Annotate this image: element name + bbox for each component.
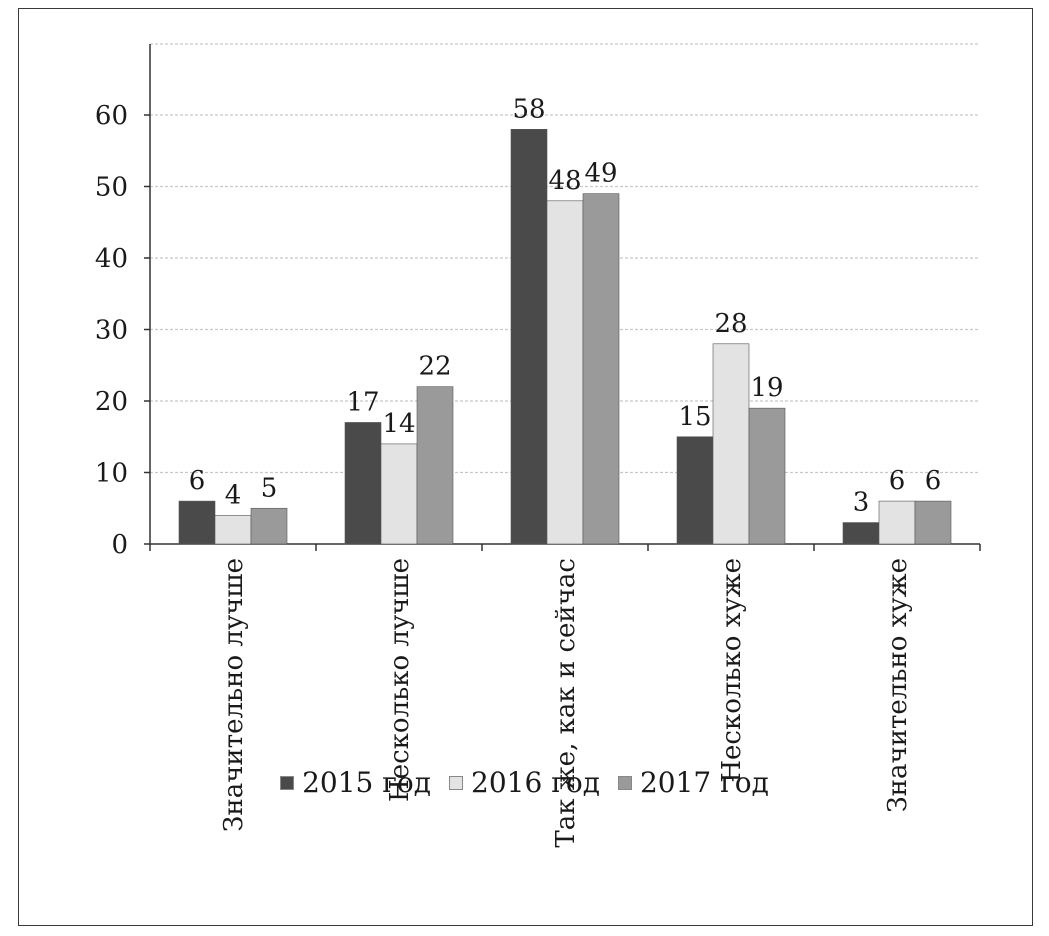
- bar-3-2015-год: [510, 129, 548, 545]
- data-label-3-2016-год: 48: [548, 166, 581, 196]
- data-label-5-2015-год: 3: [853, 488, 870, 518]
- legend-swatch-2015: [280, 775, 295, 790]
- legend-item-2015: 2015 год: [280, 766, 431, 799]
- bar-5-2015-год: [842, 522, 880, 545]
- data-label-1-2015-год: 6: [189, 466, 206, 496]
- bar-4-2016-год: [712, 343, 750, 545]
- data-label-3-2015-год: 58: [512, 94, 545, 124]
- chart-legend: 2015 год 2016 год 2017 год: [0, 766, 1049, 799]
- y-tick-label-30: 30: [95, 316, 128, 346]
- data-label-1-2016-год: 4: [225, 480, 242, 510]
- legend-swatch-2017: [617, 775, 632, 790]
- legend-swatch-2016: [449, 775, 464, 790]
- data-label-4-2016-год: 28: [714, 309, 747, 339]
- category-label-4: Несколько хуже: [717, 558, 747, 783]
- bar-2-2016-год: [380, 443, 418, 545]
- bar-5-2016-год: [878, 500, 916, 545]
- y-tick-label-0: 0: [111, 530, 128, 560]
- bar-1-2016-год: [214, 515, 252, 545]
- y-tick-label-40: 40: [95, 244, 128, 274]
- category-label-2: Несколько лучше: [385, 558, 415, 802]
- y-tick-label-20: 20: [95, 387, 128, 417]
- data-label-1-2017-год: 5: [261, 473, 278, 503]
- y-tick-label-60: 60: [95, 101, 128, 131]
- data-label-4-2017-год: 19: [750, 373, 783, 403]
- data-label-2-2017-год: 22: [418, 352, 451, 382]
- y-tick-label-50: 50: [95, 173, 128, 203]
- legend-label-2016: 2016 год: [471, 766, 600, 799]
- data-label-5-2017-год: 6: [925, 466, 942, 496]
- bar-2-2017-год: [416, 386, 454, 545]
- bar-4-2017-год: [748, 407, 786, 545]
- y-tick-label-10: 10: [95, 459, 128, 489]
- data-label-3-2017-год: 49: [584, 159, 617, 189]
- legend-label-2017: 2017 год: [639, 766, 769, 799]
- bar-3-2016-год: [546, 200, 584, 545]
- legend-item-2017: 2017 год: [617, 766, 769, 799]
- bar-4-2015-год: [676, 436, 714, 545]
- category-label-1: Значительно лучше: [219, 558, 249, 832]
- category-label-3: Так же, как и сейчас: [551, 558, 581, 848]
- data-label-5-2016-год: 6: [889, 466, 906, 496]
- data-label-2-2015-год: 17: [346, 387, 379, 417]
- data-label-4-2015-год: 15: [678, 402, 711, 432]
- data-label-2-2016-год: 14: [382, 409, 415, 439]
- bar-2-2015-год: [344, 422, 382, 545]
- bar-5-2017-год: [914, 500, 952, 545]
- bar-1-2015-год: [178, 500, 216, 545]
- legend-label-2015: 2015 год: [302, 766, 432, 799]
- bar-1-2017-год: [250, 507, 288, 545]
- bar-3-2017-год: [582, 193, 620, 545]
- category-label-5: Значительно хуже: [883, 558, 913, 813]
- legend-item-2016: 2016 год: [449, 766, 600, 799]
